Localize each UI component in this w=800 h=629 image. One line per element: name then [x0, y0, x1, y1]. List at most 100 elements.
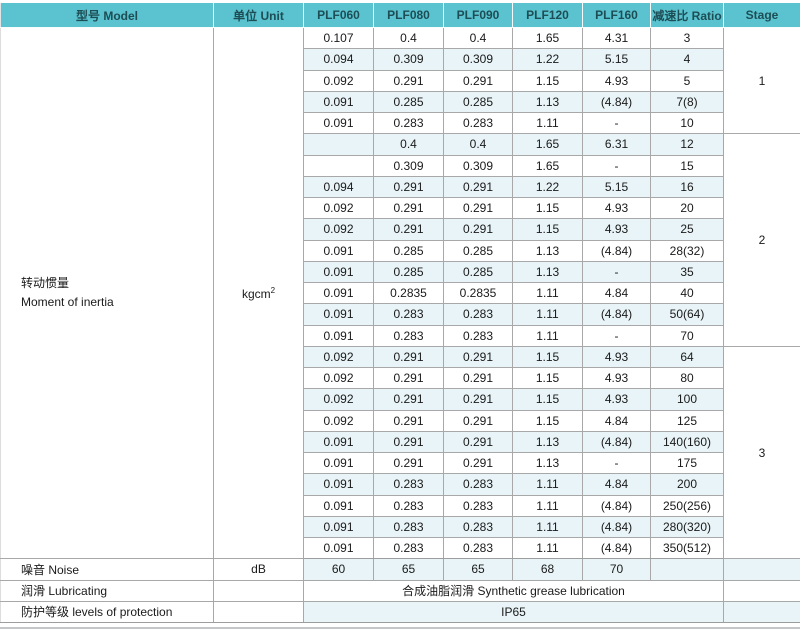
inertia-value-cell: 0.283	[444, 113, 513, 134]
ratio-cell: 200	[651, 474, 724, 495]
inertia-value-cell: 6.31	[583, 134, 651, 155]
stage-cell: 2	[724, 134, 800, 347]
inertia-value-cell: 1.65	[513, 155, 583, 176]
inertia-value-cell: 0.094	[304, 49, 374, 70]
inertia-value-cell: 0.285	[374, 261, 444, 282]
protection-stage-blank	[724, 601, 800, 622]
inertia-value-cell: (4.84)	[583, 240, 651, 261]
noise-value: 70	[583, 559, 651, 580]
inertia-value-cell: 0.092	[304, 198, 374, 219]
ratio-cell: 15	[651, 155, 724, 176]
inertia-value-cell: -	[583, 325, 651, 346]
ratio-cell: 125	[651, 410, 724, 431]
inertia-value-cell: 0.092	[304, 70, 374, 91]
inertia-value-cell: 0.291	[374, 198, 444, 219]
inertia-value-cell: 0.291	[374, 219, 444, 240]
ratio-cell: 28(32)	[651, 240, 724, 261]
inertia-value-cell: 1.15	[513, 346, 583, 367]
inertia-value-cell: 0.091	[304, 304, 374, 325]
lubricating-label: 润滑 Lubricating	[1, 580, 214, 601]
protection-label: 防护等级 levels of protection	[1, 601, 214, 622]
inertia-unit-cell: kgcm2	[214, 28, 304, 559]
protection-unit-blank	[214, 601, 304, 622]
col-header-plf060: PLF060	[304, 3, 374, 28]
inertia-value-cell: 0.283	[444, 538, 513, 559]
inertia-value-cell: 1.65	[513, 28, 583, 49]
inertia-value-cell: 1.11	[513, 113, 583, 134]
inertia-value-cell: 0.285	[374, 240, 444, 261]
inertia-value-cell: 0.091	[304, 283, 374, 304]
inertia-value-cell: 1.11	[513, 538, 583, 559]
inertia-value-cell: (4.84)	[583, 538, 651, 559]
inertia-value-cell: -	[583, 453, 651, 474]
inertia-value-cell: 1.13	[513, 91, 583, 112]
inertia-value-cell: 1.11	[513, 283, 583, 304]
inertia-value-cell: 0.285	[444, 261, 513, 282]
inertia-value-cell: 0.291	[444, 198, 513, 219]
inertia-value-cell: 0.283	[444, 304, 513, 325]
inertia-value-cell: 0.283	[374, 495, 444, 516]
inertia-value-cell: (4.84)	[583, 431, 651, 452]
inertia-value-cell: 0.309	[374, 49, 444, 70]
inertia-value-cell: 0.291	[444, 368, 513, 389]
ratio-cell: 12	[651, 134, 724, 155]
col-header-plf080: PLF080	[374, 3, 444, 28]
noise-value: 65	[374, 559, 444, 580]
inertia-value-cell: 1.13	[513, 261, 583, 282]
inertia-value-cell: 0.092	[304, 389, 374, 410]
inertia-unit-exponent: 2	[271, 286, 275, 295]
inertia-value-cell: 0.283	[444, 474, 513, 495]
inertia-value-cell: 4.93	[583, 198, 651, 219]
inertia-value-cell: 4.31	[583, 28, 651, 49]
noise-value: 65	[444, 559, 513, 580]
inertia-value-cell: 0.291	[374, 368, 444, 389]
ratio-cell: 20	[651, 198, 724, 219]
inertia-value-cell: 4.93	[583, 70, 651, 91]
ratio-cell: 80	[651, 368, 724, 389]
ratio-cell: 280(320)	[651, 516, 724, 537]
inertia-value-cell: 0.285	[444, 91, 513, 112]
inertia-value-cell: 0.285	[444, 240, 513, 261]
inertia-value-cell: -	[583, 155, 651, 176]
inertia-value-cell: 1.65	[513, 134, 583, 155]
inertia-value-cell: 0.283	[374, 538, 444, 559]
inertia-value-cell: 5.15	[583, 49, 651, 70]
noise-value: 60	[304, 559, 374, 580]
ratio-cell: 3	[651, 28, 724, 49]
inertia-value-cell	[304, 134, 374, 155]
ratio-cell: 175	[651, 453, 724, 474]
inertia-value-cell: 0.283	[444, 495, 513, 516]
inertia-value-cell: 0.291	[444, 219, 513, 240]
inertia-value-cell: 0.291	[444, 410, 513, 431]
inertia-value-cell: 1.15	[513, 198, 583, 219]
inertia-value-cell: 0.283	[444, 516, 513, 537]
inertia-value-cell: 0.094	[304, 176, 374, 197]
inertia-value-cell: 0.091	[304, 91, 374, 112]
inertia-value-cell: (4.84)	[583, 304, 651, 325]
inertia-value-cell: 0.285	[374, 91, 444, 112]
inertia-value-cell: 1.13	[513, 431, 583, 452]
ratio-cell: 5	[651, 70, 724, 91]
col-header-plf120: PLF120	[513, 3, 583, 28]
model-header: 型号 Model	[1, 3, 214, 28]
inertia-value-cell: 0.291	[374, 410, 444, 431]
protection-value: IP65	[304, 601, 724, 622]
protection-row: 防护等级 levels of protection IP65	[1, 601, 800, 622]
ratio-cell: 35	[651, 261, 724, 282]
inertia-value-cell: 0.091	[304, 240, 374, 261]
inertia-value-cell: 1.15	[513, 219, 583, 240]
inertia-value-cell: 0.107	[304, 28, 374, 49]
inertia-value-cell: 1.22	[513, 49, 583, 70]
inertia-value-cell: 0.4	[444, 134, 513, 155]
unit-header: 单位 Unit	[214, 3, 304, 28]
ratio-cell: 250(256)	[651, 495, 724, 516]
ratio-cell: 140(160)	[651, 431, 724, 452]
inertia-value-cell: 4.84	[583, 410, 651, 431]
inertia-value-cell: 0.283	[374, 474, 444, 495]
inertia-value-cell: 0.291	[444, 176, 513, 197]
inertia-value-cell: 0.283	[374, 325, 444, 346]
inertia-value-cell: 0.283	[374, 304, 444, 325]
